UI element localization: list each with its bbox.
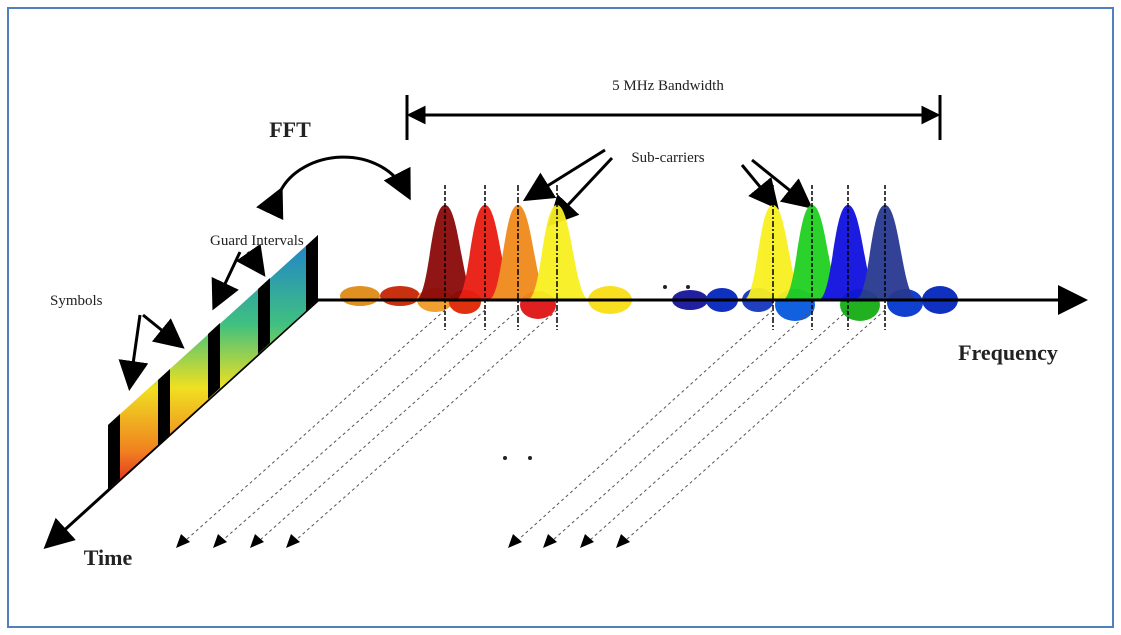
symbol-strip: [108, 235, 318, 490]
symbols-label: Symbols: [50, 293, 103, 309]
fft-arrow: [280, 157, 408, 195]
bandwidth-label: 5 MHz Bandwidth: [612, 78, 724, 94]
time-axis: [48, 300, 318, 545]
fft-label: FFT: [269, 117, 311, 142]
projection-arrowheads: [176, 534, 630, 548]
diagram: 5 MHz Bandwidth FFT Sub-carriers: [0, 0, 1121, 635]
subcarriers-label: Sub-carriers: [631, 150, 704, 166]
guard-intervals-label: Guard Intervals: [210, 233, 304, 249]
bandwidth-indicator: [407, 95, 940, 140]
frame: [8, 8, 1113, 627]
frequency-label: Frequency: [958, 340, 1058, 365]
projection-lines: [186, 310, 885, 540]
time-label: Time: [84, 545, 133, 570]
